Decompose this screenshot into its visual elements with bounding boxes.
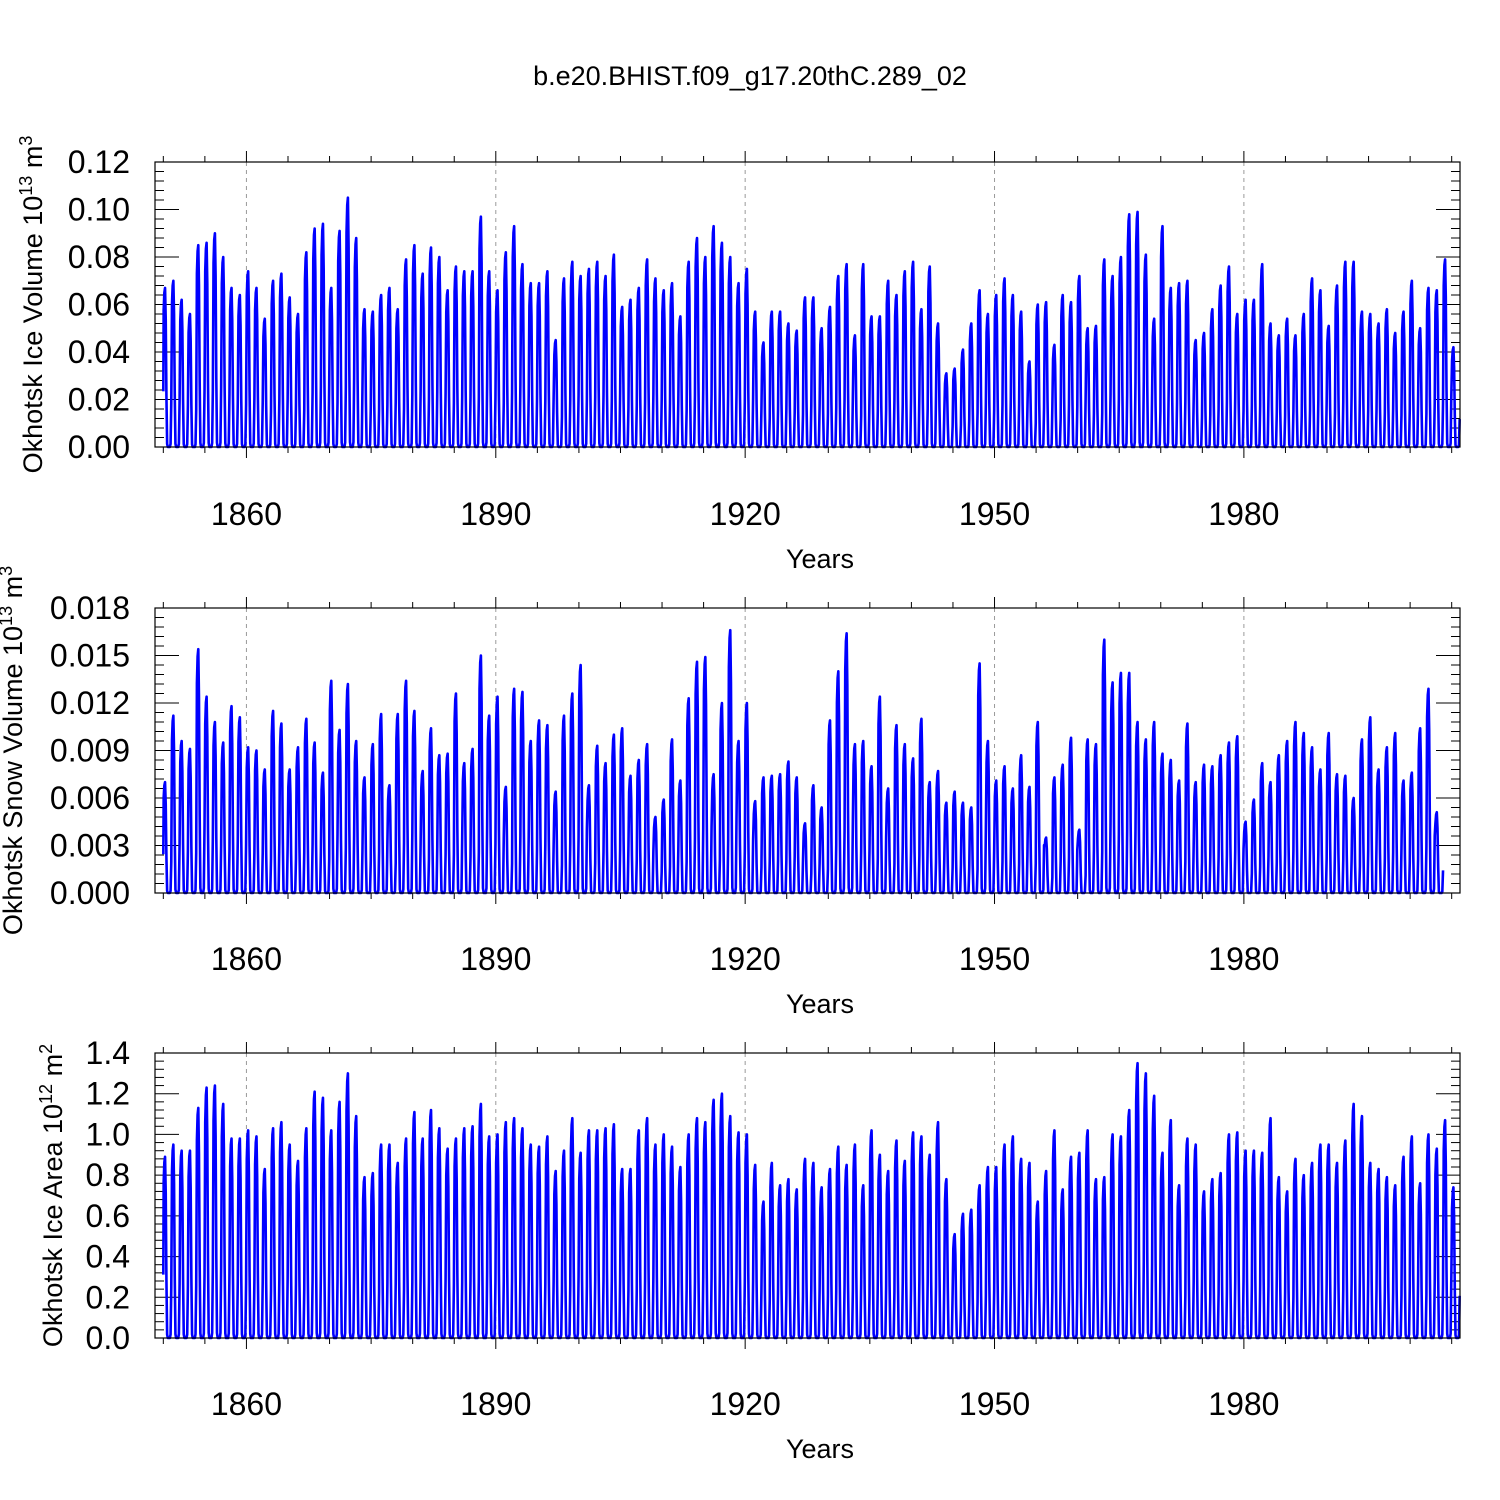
x-tick-label: 1950 (959, 941, 1030, 977)
y-tick-label: 0.0 (86, 1320, 130, 1356)
series-line (162, 1061, 1461, 1340)
x-tick-label: 1950 (959, 496, 1030, 532)
y-tick-label: 0.00 (68, 429, 130, 465)
y-tick-label: 0.018 (50, 590, 130, 626)
x-tick-label: 1890 (460, 941, 531, 977)
y-axis-title: Okhotsk Ice Area 1012 m2 (36, 1044, 68, 1347)
x-tick-label: 1860 (211, 1386, 282, 1422)
x-tick-label: 1860 (211, 496, 282, 532)
y-tick-label: 0.006 (50, 780, 130, 816)
x-axis-title: Years (786, 1434, 854, 1464)
x-axis-title: Years (786, 544, 854, 574)
y-axis-title: Okhotsk Ice Volume 1013 m3 (16, 136, 48, 474)
y-tick-label: 0.08 (68, 239, 130, 275)
x-tick-label: 1890 (460, 496, 531, 532)
y-axis-title-unit-exponent: 3 (0, 566, 16, 576)
y-tick-label: 0.06 (68, 287, 130, 323)
chart-panel-2: 0.000 0.003 0.006 0.009 0.012 0.015 0.018 1860 1… (0, 566, 1461, 1019)
y-tick-label: 0.04 (68, 334, 130, 370)
y-tick-label: 0.8 (86, 1157, 130, 1193)
y-tick-label: 0.12 (68, 144, 130, 180)
y-tick-label: 0.6 (86, 1198, 130, 1234)
y-tick-label: 1.2 (86, 1076, 130, 1112)
y-tick-label: 0.02 (68, 382, 130, 418)
y-axis-title-unit-exponent: 3 (16, 136, 36, 146)
plot-frame (154, 1052, 1461, 1339)
y-tick-label: 0.003 (50, 828, 130, 864)
x-tick-label: 1980 (1208, 941, 1279, 977)
y-axis-title-text: Okhotsk Ice Volume 10 (18, 196, 48, 474)
chart-panel-3: 0.0 0.2 0.4 0.6 0.8 1.0 1.2 1.4 1860 1890 1920 1950… (36, 1035, 1461, 1464)
series-line (162, 628, 1445, 895)
figure-title: b.e20.BHIST.f09_g17.20thC.289_02 (533, 61, 967, 91)
x-tick-label: 1980 (1208, 1386, 1279, 1422)
y-tick-label: 0.2 (86, 1279, 130, 1315)
y-tick-label: 0.012 (50, 685, 130, 721)
plot-frame (154, 607, 1461, 894)
chart-panel-1: 0.00 0.02 0.04 0.06 0.08 0.10 0.12 1860 1890 1920… (16, 136, 1461, 574)
series-line (162, 196, 1461, 449)
y-tick-label: 0.015 (50, 638, 130, 674)
y-tick-label: 1.0 (86, 1116, 130, 1152)
y-axis-title-exponent: 12 (36, 1084, 56, 1104)
x-tick-label: 1920 (710, 496, 781, 532)
y-axis-title-unit-exponent: 2 (36, 1044, 56, 1054)
y-tick-label: 1.4 (86, 1035, 130, 1071)
x-tick-label: 1860 (211, 941, 282, 977)
x-tick-label: 1920 (710, 941, 781, 977)
y-axis-title-unit: m (18, 146, 48, 176)
x-tick-label: 1950 (959, 1386, 1030, 1422)
y-axis-title-unit: m (38, 1054, 68, 1084)
y-axis-title: Okhotsk Snow Volume 1013 m3 (0, 566, 28, 935)
x-tick-label: 1890 (460, 1386, 531, 1422)
y-tick-label: 0.4 (86, 1239, 130, 1275)
y-tick-label: 0.000 (50, 875, 130, 911)
y-axis-title-unit: m (0, 576, 28, 606)
y-tick-label: 0.10 (68, 192, 130, 228)
plot-frame (154, 161, 1461, 448)
x-tick-label: 1980 (1208, 496, 1279, 532)
x-axis-title: Years (786, 989, 854, 1019)
y-axis-title-exponent: 13 (0, 606, 16, 626)
y-tick-label: 0.009 (50, 733, 130, 769)
y-axis-title-text: Okhotsk Ice Area 10 (38, 1104, 68, 1347)
x-tick-label: 1920 (710, 1386, 781, 1422)
y-axis-title-text: Okhotsk Snow Volume 10 (0, 626, 28, 935)
y-axis-title-exponent: 13 (16, 176, 36, 196)
